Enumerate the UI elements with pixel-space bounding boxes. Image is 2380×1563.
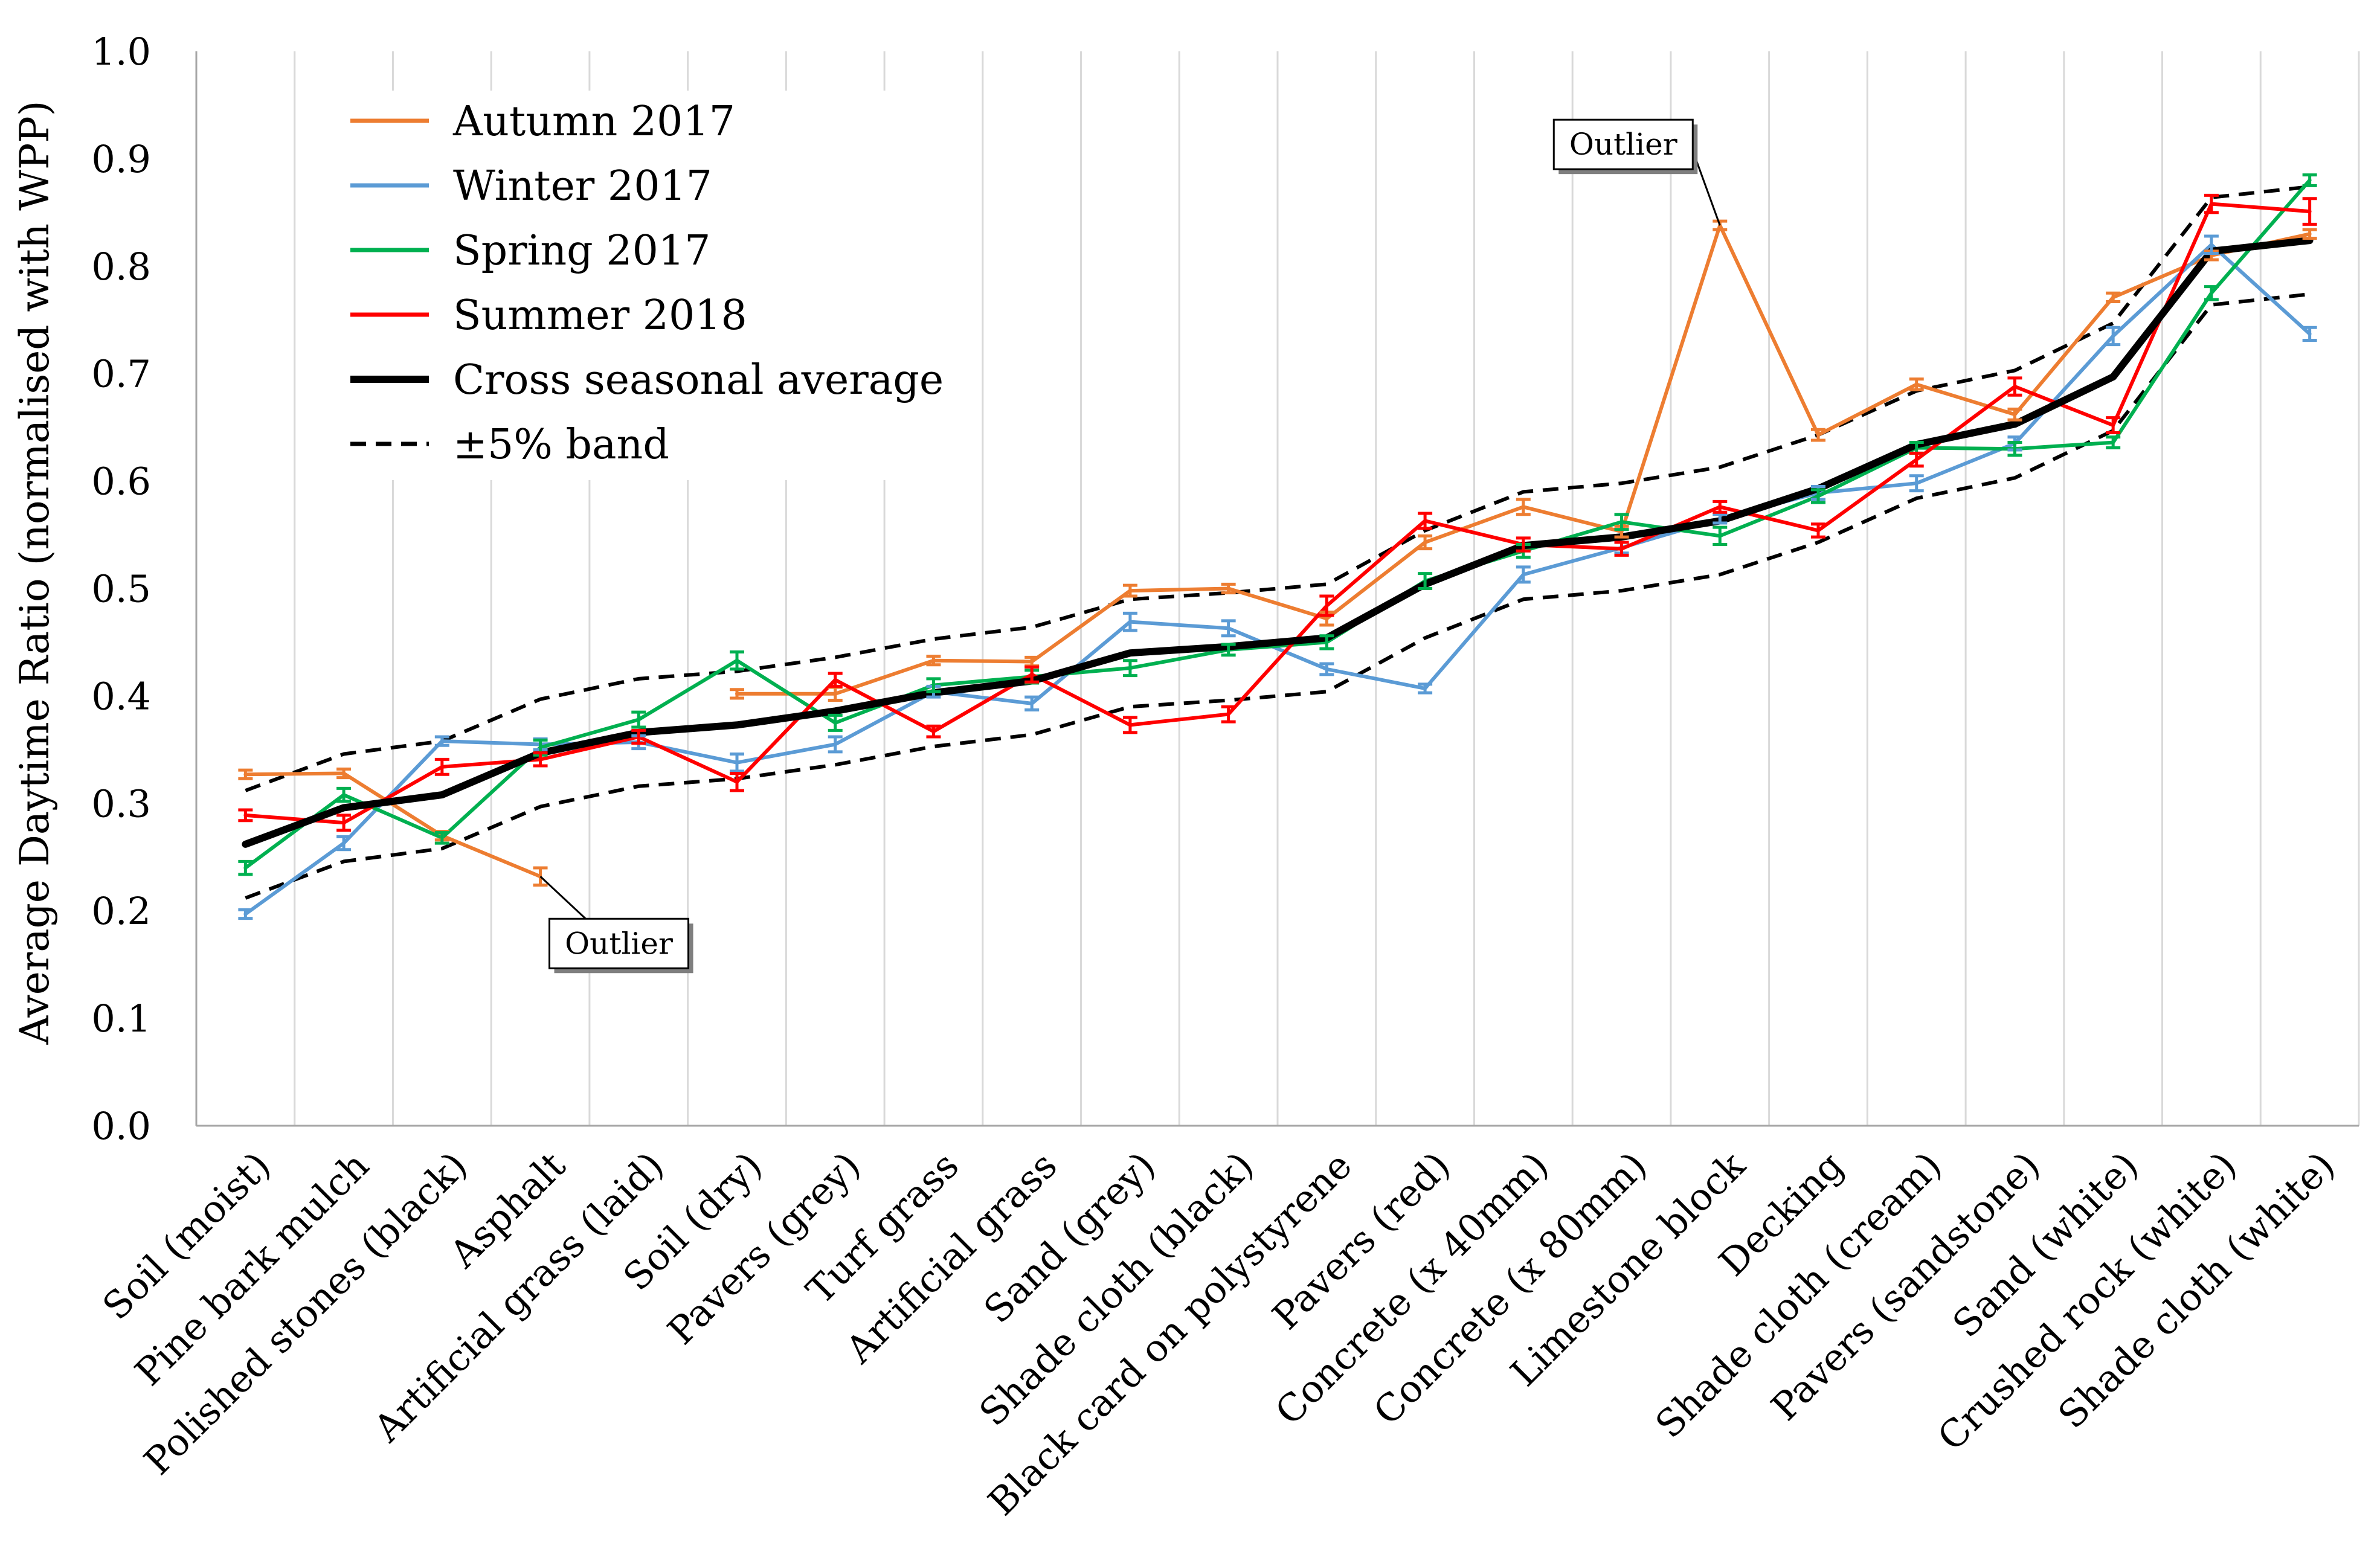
- series-line: [243, 202, 2312, 825]
- annotation-text: Outlier: [1569, 127, 1677, 162]
- y-tick-label: 0.7: [91, 352, 151, 396]
- y-tick-label: 0.8: [91, 245, 151, 289]
- band-lines: [245, 185, 2310, 900]
- annotation-box: [548, 917, 690, 969]
- legend-label: Spring 2017: [453, 227, 710, 275]
- annotations: Outlier Outlier: [539, 118, 1721, 974]
- y-tick-label: 0.5: [91, 567, 151, 611]
- band-line-upper: [245, 185, 2310, 792]
- y-tick-label: 0.1: [91, 997, 151, 1041]
- y-tick-label: 1.0: [91, 30, 151, 74]
- legend-box: [302, 91, 976, 480]
- annotation-text: Outlier: [565, 926, 673, 961]
- y-tick-label: 0.4: [91, 674, 151, 718]
- band-line-lower: [245, 292, 2310, 900]
- y-tick-label: 0.0: [91, 1104, 151, 1148]
- legend: Autumn 2017 Winter 2017 Spring 2017 Summer …: [302, 91, 976, 480]
- axes: [195, 51, 2359, 1127]
- y-tick-label: 0.3: [91, 782, 151, 826]
- series-line: [243, 178, 2312, 870]
- y-axis-label: Average Daytime Ratio (normalised with W…: [11, 100, 58, 1045]
- error-bars: [238, 173, 2317, 920]
- y-tick-label: 0.9: [91, 137, 151, 181]
- legend-label: Winter 2017: [453, 162, 712, 210]
- legend-label: Summer 2018: [453, 292, 747, 339]
- series-lines: [242, 178, 2314, 916]
- annotation-box: [1552, 118, 1694, 170]
- legend-label: Autumn 2017: [452, 98, 735, 146]
- y-tick-label: 0.6: [91, 460, 151, 504]
- legend-label: ±5% band: [453, 421, 669, 469]
- annotation-leader: [539, 876, 587, 920]
- legend-label: Cross seasonal average: [453, 356, 944, 404]
- outlier-annotation: Outlier: [539, 876, 693, 974]
- y-tick-labels: 0.0 0.1 0.2 0.3 0.4 0.5 0.6 0.7 0.8 0.9 1.0: [91, 30, 151, 1148]
- series-line: [242, 237, 2314, 848]
- outlier-annotation: Outlier: [1552, 118, 1721, 226]
- y-tick-label: 0.2: [91, 889, 151, 933]
